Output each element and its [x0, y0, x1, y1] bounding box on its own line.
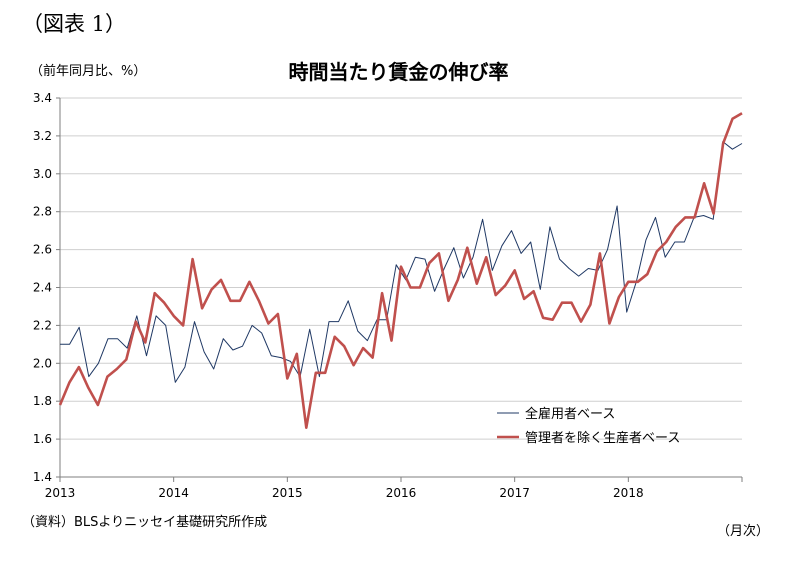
y-tick-label: 2.6 [33, 243, 52, 257]
gridlines [60, 97, 742, 440]
y-tick-label: 1.8 [33, 394, 52, 408]
y-tick-label: 3.4 [33, 91, 52, 105]
unit-label: （前年同月比、%） [30, 64, 147, 79]
source-note: （資料）BLSよりニッセイ基礎研究所作成 [22, 515, 268, 530]
series-lines [58, 112, 743, 430]
y-tick-label: 2.0 [33, 356, 52, 370]
y-tick-label: 2.8 [33, 205, 52, 219]
legend-label-2: 管理者を除く生産者ベース [525, 430, 680, 446]
y-tick-label: 2.4 [33, 281, 52, 295]
y-tick-label: 1.4 [33, 470, 52, 484]
y-axis: 1.4 1.6 1.8 2.0 2.2 2.4 2.6 2.8 3.0 3.2 3.4 [33, 91, 61, 484]
x-tick-label: 2015 [272, 486, 303, 500]
x-tick-label: 2013 [45, 486, 76, 500]
legend-label-1: 全雇用者ベース [525, 406, 615, 422]
y-tick-label: 1.6 [33, 432, 52, 446]
x-tick-label: 2017 [499, 486, 530, 500]
y-tick-label: 3.0 [33, 167, 52, 181]
y-tick-label: 3.2 [33, 129, 52, 143]
series-line-1 [60, 141, 743, 383]
x-unit-label: （月次） [717, 524, 770, 539]
x-tick-label: 2014 [158, 486, 189, 500]
series-line-2 [58, 112, 743, 430]
x-tick-label: 2018 [613, 486, 644, 500]
figure-label: （図表 1） [22, 12, 127, 36]
x-axis: 2013 2014 2015 2016 2017 2018 [45, 476, 743, 500]
y-tick-label: 2.2 [33, 318, 52, 332]
chart-title: 時間当たり賃金の伸び率 [288, 60, 509, 84]
x-tick-label: 2016 [386, 486, 417, 500]
